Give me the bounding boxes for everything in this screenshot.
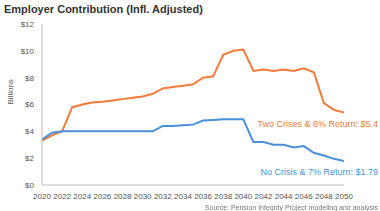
svg-text:$4: $4 <box>25 127 34 136</box>
svg-text:2024: 2024 <box>73 192 91 201</box>
svg-text:2030: 2030 <box>134 192 152 201</box>
svg-text:2040: 2040 <box>234 192 252 201</box>
svg-text:No Crisis & 7% Return: $1.79: No Crisis & 7% Return: $1.79 <box>260 167 372 177</box>
svg-text:2020: 2020 <box>33 192 51 201</box>
svg-text:2034: 2034 <box>174 192 192 201</box>
svg-text:2050: 2050 <box>335 192 353 201</box>
svg-text:2044: 2044 <box>275 192 293 201</box>
svg-text:Billions: Billions <box>8 79 15 104</box>
svg-text:$0: $0 <box>25 181 34 190</box>
svg-text:2032: 2032 <box>154 192 172 201</box>
svg-text:2038: 2038 <box>214 192 232 201</box>
svg-text:$10: $10 <box>21 47 35 56</box>
svg-text:2048: 2048 <box>315 192 333 201</box>
html-text:Employer Contribution (Infl. A: Employer Contribution (Infl. Adjusted) <box>4 3 203 15</box>
svg-text:$6: $6 <box>25 100 34 109</box>
svg-text:2036: 2036 <box>194 192 212 201</box>
svg-text:Two Crises & 6% Return: $5.4: Two Crises & 6% Return: $5.4 <box>257 119 372 129</box>
svg-text:$2: $2 <box>25 154 34 163</box>
svg-text:2042: 2042 <box>255 192 273 201</box>
svg-text:2022: 2022 <box>53 192 71 201</box>
html-text:Source: Pension Integrity Proj: Source: Pension Integrity Project modeli… <box>204 204 378 211</box>
svg-text:2028: 2028 <box>114 192 132 201</box>
svg-text:2046: 2046 <box>295 192 313 201</box>
svg-text:$8: $8 <box>25 74 34 83</box>
svg-text:$12: $12 <box>21 20 35 29</box>
svg-text:2026: 2026 <box>94 192 112 201</box>
